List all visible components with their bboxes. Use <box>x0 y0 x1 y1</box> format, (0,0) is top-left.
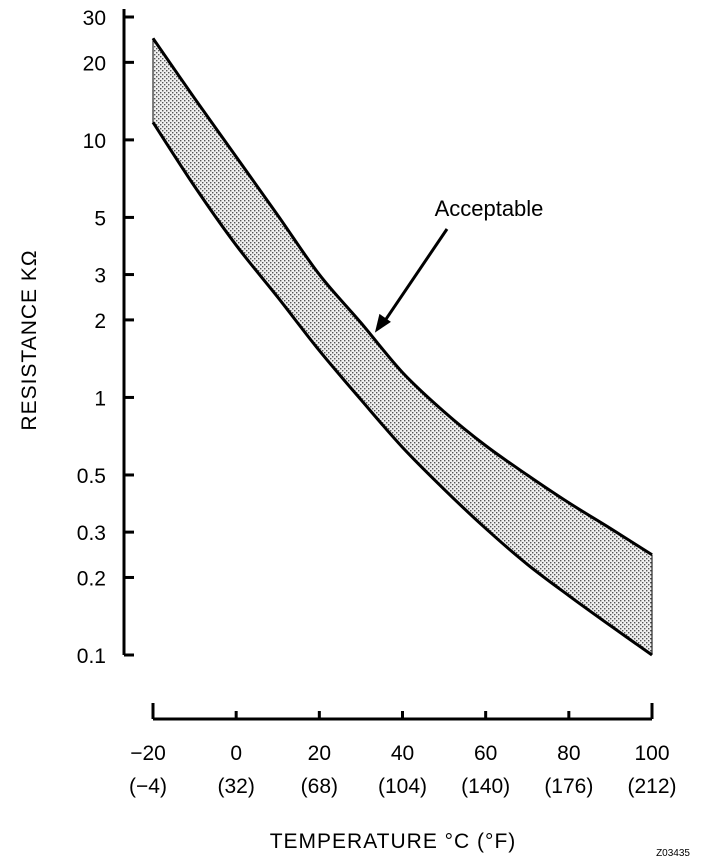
figure-id: Z03435 <box>656 848 690 859</box>
y-tick-label: 1 <box>94 387 106 410</box>
acceptable-band-fill <box>153 38 652 656</box>
x-axis-title: TEMPERATURE °C (°F) <box>270 830 517 853</box>
y-tick-label: 0.1 <box>77 645 106 668</box>
y-tick-label: 30 <box>83 7 106 30</box>
x-tick-sublabel: (176) <box>544 775 593 798</box>
x-tick-label: 80 <box>557 742 580 765</box>
acceptable-band <box>153 38 652 656</box>
x-tick-sublabel: (104) <box>378 775 427 798</box>
x-axis: −20 (−4) 0 (32) 20 (68) 40 (104) 60 (140) 80 (176) 1… <box>129 703 677 798</box>
x-tick-label: 40 <box>391 742 414 765</box>
upper-limit-curve <box>151 37 653 557</box>
x-tick-label: 60 <box>474 742 497 765</box>
y-tick-label: 0.3 <box>77 522 106 545</box>
y-tick-label: 10 <box>83 130 106 153</box>
x-tick-sublabel: (212) <box>627 775 676 798</box>
x-tick-label: 20 <box>308 742 331 765</box>
lower-limit-curve <box>151 121 653 657</box>
x-tick-label: 100 <box>634 742 669 765</box>
y-tick-label: 5 <box>94 207 106 230</box>
x-tick-sublabel: (−4) <box>129 775 167 798</box>
y-tick-label: 0.2 <box>77 567 106 590</box>
x-tick-label: −20 <box>130 742 166 765</box>
annotation-acceptable: Acceptable <box>374 196 544 333</box>
x-tick-sublabel: (140) <box>461 775 510 798</box>
x-tick-sublabel: (32) <box>217 775 254 798</box>
annotation-arrow-head <box>374 313 391 333</box>
y-tick-label: 2 <box>94 310 106 333</box>
y-axis: 30 20 10 5 3 2 1 0.5 0.3 0.2 0.1 <box>77 7 134 668</box>
annotation-arrow-line <box>379 228 449 328</box>
y-tick-label: 20 <box>83 52 106 75</box>
x-tick-label: 0 <box>230 742 242 765</box>
x-tick-sublabel: (68) <box>301 775 338 798</box>
y-axis-title: RESISTANCE KΩ <box>18 249 41 430</box>
y-tick-label: 3 <box>94 265 106 288</box>
curves <box>151 37 653 657</box>
annotation-label: Acceptable <box>435 196 544 221</box>
y-tick-label: 0.5 <box>77 465 106 488</box>
